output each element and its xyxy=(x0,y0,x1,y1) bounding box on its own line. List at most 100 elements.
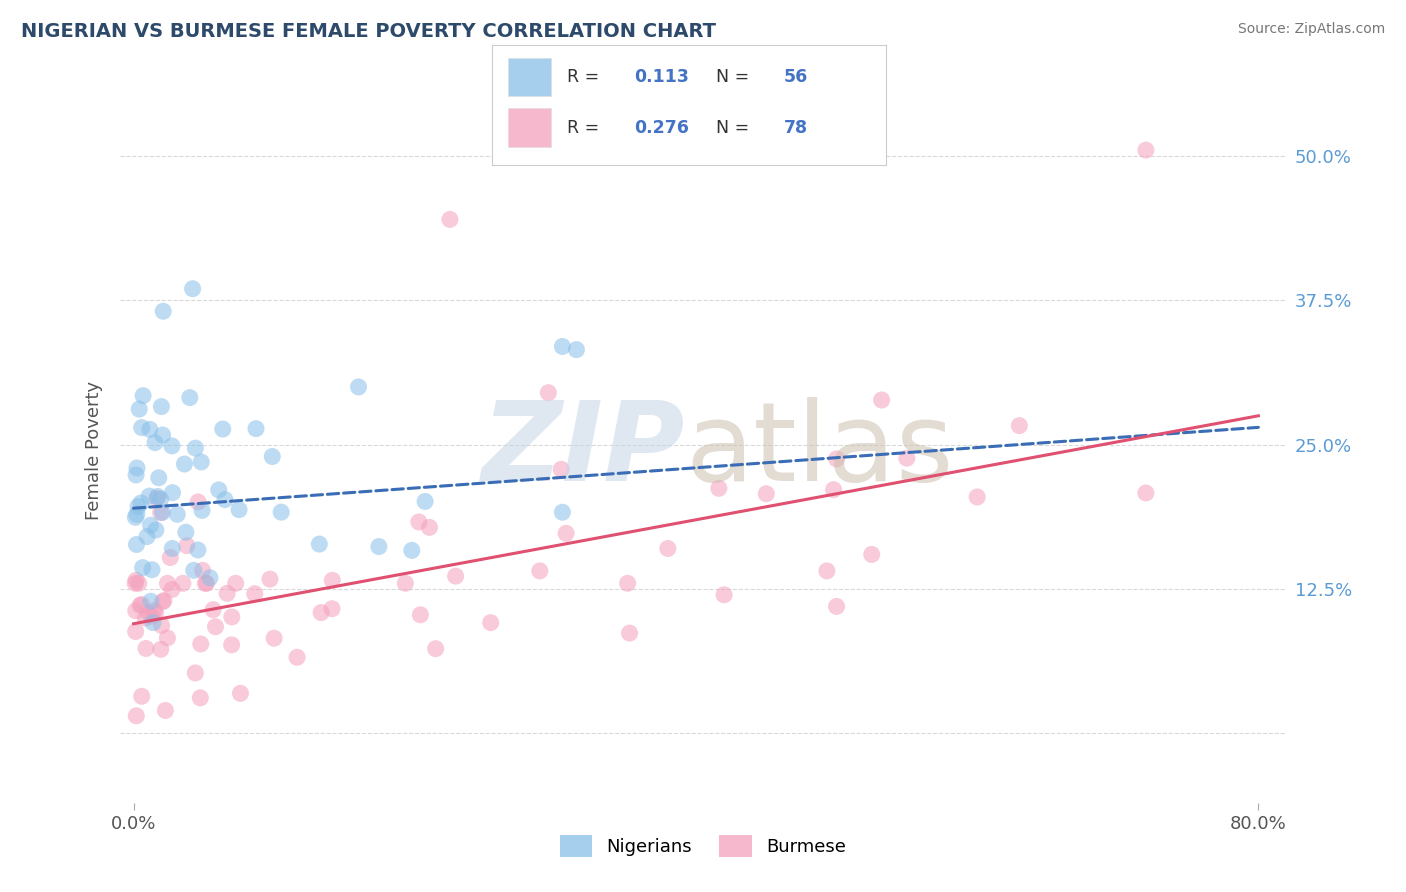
Y-axis label: Female Poverty: Female Poverty xyxy=(84,381,103,520)
Point xyxy=(184,441,207,455)
Point xyxy=(139,518,162,533)
Point xyxy=(418,520,440,534)
Point xyxy=(156,576,179,591)
Bar xyxy=(508,109,551,147)
Point xyxy=(202,602,225,616)
Point xyxy=(259,572,281,586)
Point xyxy=(190,455,212,469)
Point xyxy=(149,492,172,507)
Point xyxy=(125,467,148,482)
Point xyxy=(285,650,308,665)
Point xyxy=(153,593,176,607)
Point xyxy=(190,637,212,651)
Point xyxy=(149,506,172,520)
Point xyxy=(134,611,156,625)
Point xyxy=(129,496,152,510)
Point xyxy=(160,439,183,453)
Point xyxy=(616,576,638,591)
Point xyxy=(401,543,423,558)
Point xyxy=(308,537,330,551)
Point xyxy=(141,563,163,577)
Point xyxy=(229,686,252,700)
Point xyxy=(619,626,641,640)
Text: N =: N = xyxy=(717,119,755,136)
Point xyxy=(217,586,239,600)
Point xyxy=(141,609,163,624)
Bar xyxy=(508,58,551,96)
Point xyxy=(565,343,588,357)
Point xyxy=(131,690,153,704)
Point xyxy=(173,457,195,471)
Text: 0.113: 0.113 xyxy=(634,68,689,87)
Point xyxy=(194,576,217,591)
Point xyxy=(128,576,150,591)
Point xyxy=(425,641,447,656)
Point xyxy=(128,402,150,417)
Point xyxy=(555,526,578,541)
Point xyxy=(444,569,467,583)
Point xyxy=(159,550,181,565)
Text: NIGERIAN VS BURMESE FEMALE POVERTY CORRELATION CHART: NIGERIAN VS BURMESE FEMALE POVERTY CORRE… xyxy=(21,22,716,41)
Point xyxy=(139,594,162,608)
Point xyxy=(176,539,198,553)
Point xyxy=(181,282,204,296)
Point xyxy=(131,560,153,574)
Point xyxy=(135,641,157,656)
Point xyxy=(529,564,551,578)
Point xyxy=(204,620,226,634)
Point xyxy=(896,451,918,466)
Point xyxy=(208,483,231,497)
Point xyxy=(347,380,370,394)
Point xyxy=(125,604,148,618)
Point xyxy=(138,606,160,620)
Point xyxy=(160,582,183,597)
Point xyxy=(195,576,218,591)
Point xyxy=(143,435,166,450)
Point xyxy=(150,400,173,414)
Point xyxy=(262,450,284,464)
Point xyxy=(145,523,167,537)
Point xyxy=(537,385,560,400)
Point xyxy=(150,618,173,632)
Text: R =: R = xyxy=(567,119,605,136)
Point xyxy=(408,515,430,529)
Point xyxy=(245,422,267,436)
Point xyxy=(129,599,152,613)
Point xyxy=(125,508,148,522)
Point xyxy=(146,491,169,506)
Point xyxy=(124,576,146,591)
Point xyxy=(228,502,250,516)
Point xyxy=(825,451,848,466)
Point xyxy=(125,461,148,475)
Text: ZIP: ZIP xyxy=(482,397,686,504)
Point xyxy=(713,588,735,602)
Point xyxy=(1008,418,1031,433)
Point xyxy=(132,389,155,403)
Point xyxy=(187,495,209,509)
Point xyxy=(860,548,883,562)
Point xyxy=(263,631,285,645)
Point xyxy=(131,420,153,434)
Point xyxy=(179,391,201,405)
Point xyxy=(152,304,174,318)
Point xyxy=(413,494,436,508)
Point xyxy=(142,615,165,630)
Point xyxy=(143,603,166,617)
Point xyxy=(131,598,153,612)
Point xyxy=(125,708,148,723)
Point xyxy=(870,392,893,407)
Point xyxy=(146,490,169,504)
Point xyxy=(166,508,188,522)
Point xyxy=(172,576,194,591)
Text: 0.276: 0.276 xyxy=(634,119,689,136)
Point xyxy=(551,339,574,353)
Point xyxy=(155,704,177,718)
Point xyxy=(243,587,266,601)
Point xyxy=(1135,486,1157,500)
Point xyxy=(127,500,149,514)
Point xyxy=(825,599,848,614)
Point xyxy=(409,607,432,622)
Point xyxy=(183,563,205,577)
Point xyxy=(125,537,148,551)
Point xyxy=(191,503,214,517)
